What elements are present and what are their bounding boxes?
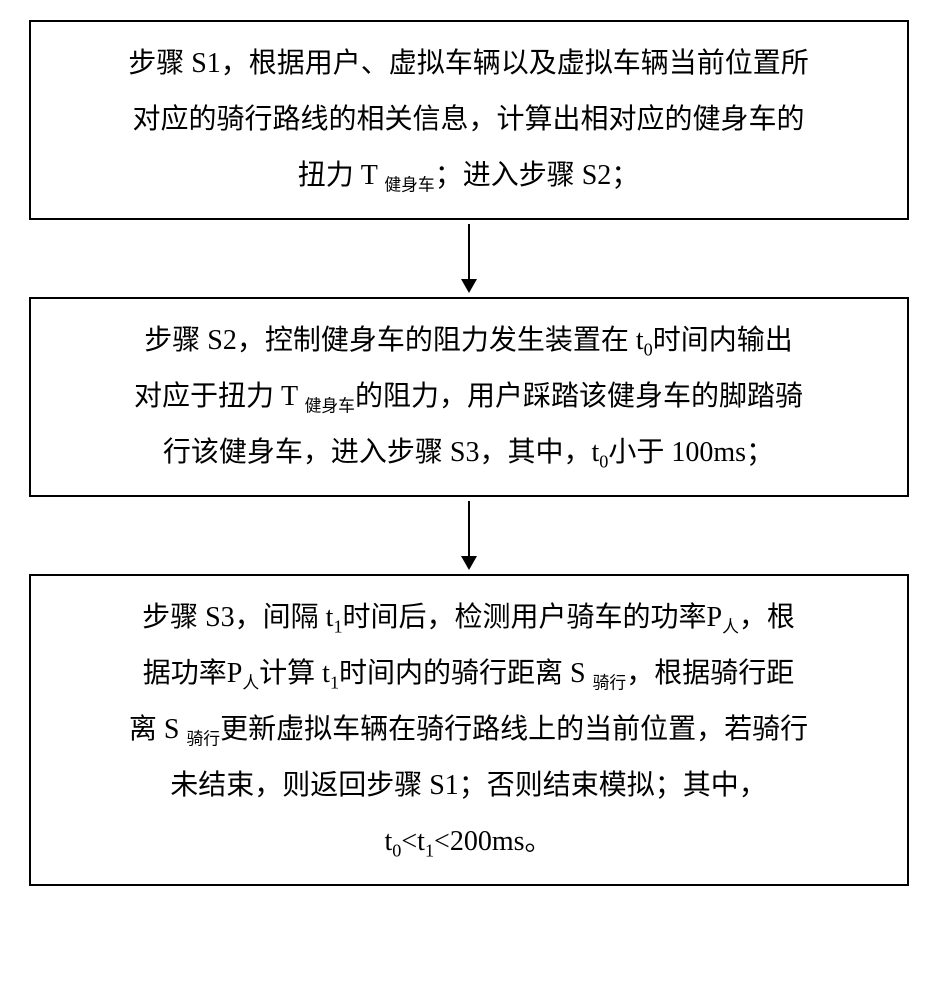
flowchart-node-s2: 步骤 S2，控制健身车的阻力发生装置在 t0时间内输出对应于扭力 T 健身车的阻…	[29, 297, 909, 497]
text-segment: 人	[242, 674, 259, 693]
text-segment: 人	[722, 618, 739, 637]
node-line: 行该健身车，进入步骤 S3，其中，t0小于 100ms；	[51, 425, 887, 481]
text-segment: ；进入步骤 S2；	[435, 160, 640, 191]
text-segment: 据功率P	[143, 658, 243, 689]
text-segment: 骑行	[186, 730, 220, 749]
flowchart-arrow	[461, 501, 477, 570]
text-segment: 0	[644, 340, 653, 360]
node-line: 未结束，则返回步骤 S1；否则结束模拟；其中，	[51, 758, 887, 814]
node-line: 对应的骑行路线的相关信息，计算出相对应的健身车的	[51, 92, 887, 148]
text-segment: 步骤 S3，间隔 t	[142, 602, 333, 633]
text-segment: 的阻力，用户踩踏该健身车的脚踏骑	[355, 381, 803, 412]
text-segment: ，根据骑行距	[626, 658, 794, 689]
text-segment: 时间后，检测用户骑车的功率P	[343, 602, 723, 633]
text-segment: ，根	[739, 602, 795, 633]
text-segment: 步骤 S1，根据用户、虚拟车辆以及虚拟车辆当前位置所	[128, 48, 809, 79]
node-line: 步骤 S2，控制健身车的阻力发生装置在 t0时间内输出	[51, 313, 887, 369]
arrow-head-icon	[461, 556, 477, 570]
text-segment: 行该健身车，进入步骤 S3，其中，t	[163, 437, 599, 468]
text-segment: 健身车	[384, 176, 434, 195]
text-segment: 骑行	[593, 674, 627, 693]
flowchart-node-s1: 步骤 S1，根据用户、虚拟车辆以及虚拟车辆当前位置所对应的骑行路线的相关信息，计…	[29, 20, 909, 220]
node-line: 离 S 骑行更新虚拟车辆在骑行路线上的当前位置，若骑行	[51, 702, 887, 758]
text-segment: 时间内的骑行距离 S	[339, 658, 593, 689]
text-segment: 1	[330, 673, 339, 693]
text-segment: 离 S	[129, 714, 187, 745]
text-segment: 0	[392, 841, 401, 861]
text-segment: 对应于扭力 T	[134, 381, 305, 412]
text-segment: 1	[425, 841, 434, 861]
text-segment: 健身车	[305, 397, 355, 416]
flowchart-arrow	[461, 224, 477, 293]
text-segment: 对应的骑行路线的相关信息，计算出相对应的健身车的	[132, 104, 804, 135]
arrow-line	[468, 501, 470, 556]
text-segment: 未结束，则返回步骤 S1；否则结束模拟；其中，	[170, 770, 767, 801]
text-segment: 1	[333, 617, 342, 637]
node-line: 据功率P人计算 t1时间内的骑行距离 S 骑行，根据骑行距	[51, 646, 887, 702]
node-line: 步骤 S1，根据用户、虚拟车辆以及虚拟车辆当前位置所	[51, 36, 887, 92]
arrow-line	[468, 224, 470, 279]
text-segment: 计算 t	[259, 658, 330, 689]
node-line: t0<t1<200ms。	[51, 814, 887, 870]
text-segment: <t	[401, 826, 425, 857]
arrow-head-icon	[461, 279, 477, 293]
text-segment: 扭力 T	[298, 160, 385, 191]
text-segment: 更新虚拟车辆在骑行路线上的当前位置，若骑行	[220, 714, 808, 745]
text-segment: 0	[599, 452, 608, 472]
node-line: 对应于扭力 T 健身车的阻力，用户踩踏该健身车的脚踏骑	[51, 369, 887, 425]
text-segment: <200ms。	[434, 826, 552, 857]
node-line: 步骤 S3，间隔 t1时间后，检测用户骑车的功率P人，根	[51, 590, 887, 646]
node-line: 扭力 T 健身车；进入步骤 S2；	[51, 148, 887, 204]
flowchart-root: 步骤 S1，根据用户、虚拟车辆以及虚拟车辆当前位置所对应的骑行路线的相关信息，计…	[29, 20, 909, 886]
text-segment: 步骤 S2，控制健身车的阻力发生装置在 t	[144, 325, 643, 356]
text-segment: 小于 100ms；	[608, 437, 774, 468]
flowchart-node-s3: 步骤 S3，间隔 t1时间后，检测用户骑车的功率P人，根据功率P人计算 t1时间…	[29, 574, 909, 886]
text-segment: 时间内输出	[653, 325, 793, 356]
